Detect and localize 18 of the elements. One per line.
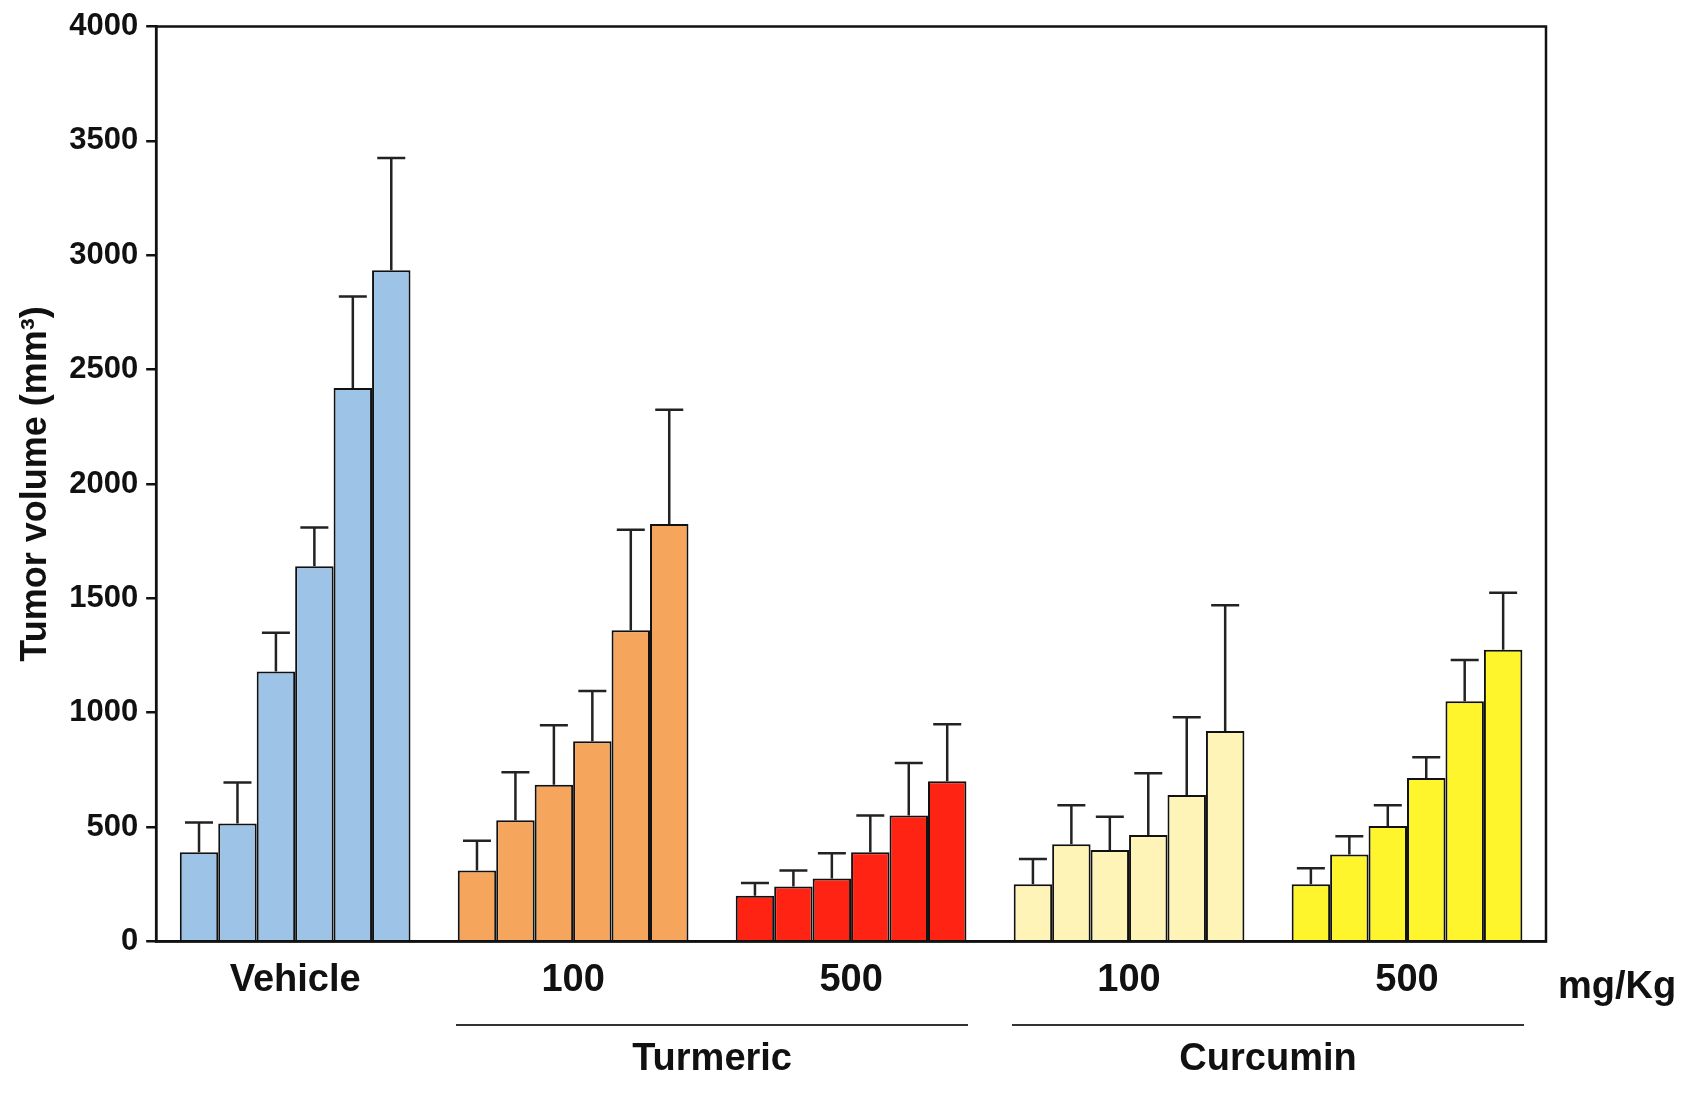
x-tick-label: 100 <box>1097 956 1161 999</box>
y-tick-label: 2000 <box>69 464 139 500</box>
text: Curcumin <box>1179 1035 1357 1078</box>
y-axis-title: Tumor volume (mm³) <box>12 306 54 662</box>
x-tick-label: 500 <box>1375 956 1439 999</box>
y-tick-label: 2500 <box>69 350 139 386</box>
y-tick-label: 500 <box>86 807 139 843</box>
x-tick-label: Vehicle <box>229 956 361 999</box>
y-tick-label: 1500 <box>69 578 139 614</box>
text: Turmeric <box>632 1035 792 1078</box>
y-tick-label: 3000 <box>69 235 139 271</box>
x-tick-label: 500 <box>819 956 883 999</box>
y-tick-label: 3500 <box>69 121 139 157</box>
y-tick-label: 0 <box>120 921 139 957</box>
y-tick-label: 1000 <box>69 693 139 729</box>
y-tick-label: 4000 <box>69 7 139 43</box>
text: mg/Kg <box>1558 963 1677 1006</box>
x-tick-label: 100 <box>541 956 605 999</box>
